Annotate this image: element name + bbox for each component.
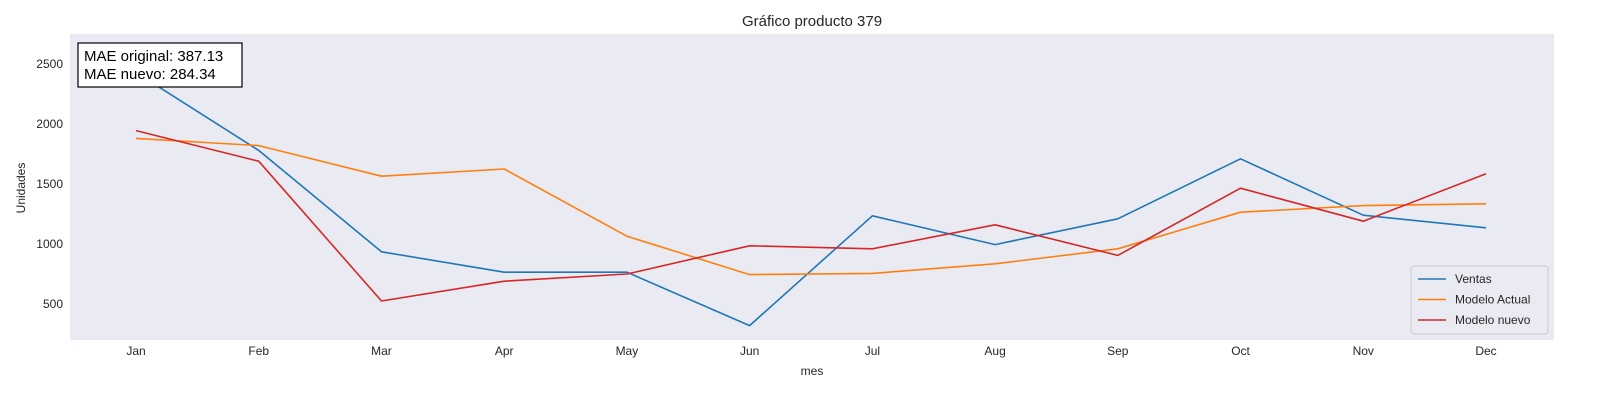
mae-nuevo-text: MAE nuevo: 284.34 (84, 66, 216, 83)
series-line-ventas (135, 71, 1487, 327)
x-tick-label: Apr (495, 344, 514, 358)
mae-annotation-box: MAE original: 387.13 MAE nuevo: 284.34 (77, 42, 243, 88)
plot-area (70, 34, 1554, 340)
x-tick-label: Mar (371, 344, 392, 358)
y-tick-label: 2000 (36, 117, 63, 131)
chart-title: Gráfico producto 379 (742, 13, 882, 30)
legend-frame (1410, 265, 1549, 335)
x-tick-labels: Jan Feb Mar Apr May Jun Jul Aug Sep Oct Nov Dec (126, 344, 1496, 358)
y-tick-label: 1500 (36, 177, 63, 191)
legend: Ventas Modelo Actual Modelo nuevo (1410, 265, 1549, 335)
legend-label: Modelo nuevo (1455, 313, 1531, 327)
series-lines (135, 71, 1487, 327)
annotation-frame (77, 42, 243, 88)
x-tick-label: Jan (126, 344, 145, 358)
x-tick-label: Jun (740, 344, 759, 358)
mae-original-text: MAE original: 387.13 (84, 48, 223, 65)
y-tick-label: 2500 (36, 57, 63, 71)
y-tick-labels: 500 1000 1500 2000 2500 (36, 57, 63, 311)
y-tick-label: 1000 (36, 237, 63, 251)
x-tick-label: Aug (984, 344, 1005, 358)
legend-label: Ventas (1455, 272, 1492, 286)
x-tick-label: Dec (1475, 344, 1496, 358)
x-tick-label: Sep (1107, 344, 1129, 358)
x-tick-label: Feb (248, 344, 269, 358)
series-line-modelo-nuevo (135, 129, 1487, 302)
x-tick-label: Nov (1353, 344, 1374, 358)
x-axis-label: mes (801, 364, 824, 378)
y-axis-label: Unidades (14, 163, 28, 214)
y-tick-label: 500 (43, 297, 63, 311)
x-tick-label: Oct (1231, 344, 1250, 358)
x-tick-label: Jul (865, 344, 880, 358)
x-tick-label: May (616, 344, 639, 358)
legend-label: Modelo Actual (1455, 293, 1530, 307)
series-line-modelo-actual (135, 137, 1487, 276)
